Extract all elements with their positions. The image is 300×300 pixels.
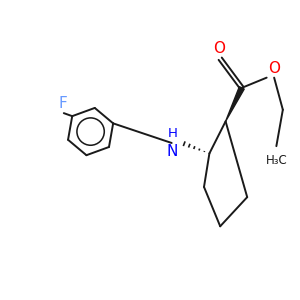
Text: O: O bbox=[268, 61, 280, 76]
Text: H: H bbox=[168, 127, 178, 140]
Text: F: F bbox=[59, 96, 68, 111]
Text: H₃C: H₃C bbox=[266, 154, 287, 166]
Text: N: N bbox=[166, 144, 178, 159]
Polygon shape bbox=[226, 87, 244, 122]
Text: O: O bbox=[213, 41, 225, 56]
